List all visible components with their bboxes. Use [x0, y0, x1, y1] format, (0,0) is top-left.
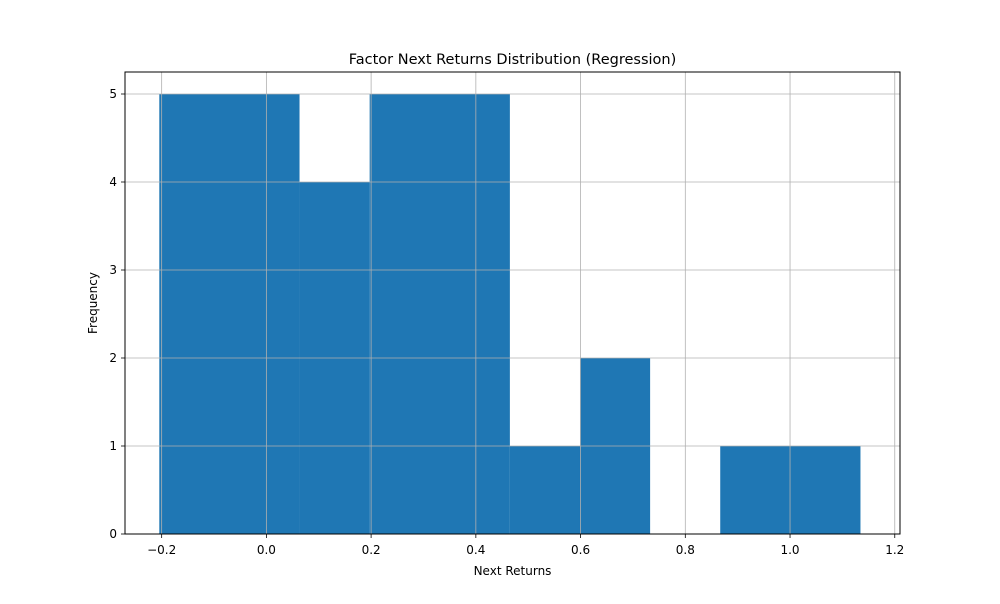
- plot-frame: [124, 71, 901, 535]
- histogram-bar-0: [159, 94, 300, 534]
- histogram-bar-2: [369, 94, 510, 534]
- y-tick-label-1: 1: [109, 439, 117, 453]
- y-tick-label-0: 0: [109, 527, 117, 541]
- x-tick-label-0: −0.2: [147, 543, 176, 557]
- y-axis-label: Frequency: [86, 272, 100, 334]
- ticks-layer: −0.2 0.0 0.2 0.4 0.6 0.8 1.0 1.2 0 1 2 3 4 5: [109, 87, 904, 557]
- y-tick-label-2: 2: [109, 351, 117, 365]
- x-tick-label-4: 0.6: [571, 543, 590, 557]
- x-axis-label: Next Returns: [474, 564, 552, 578]
- y-tick-label-3: 3: [109, 263, 117, 277]
- x-tick-label-3: 0.4: [466, 543, 485, 557]
- x-tick-label-7: 1.2: [885, 543, 904, 557]
- histogram-bar-3: [509, 446, 580, 534]
- x-tick-label-1: 0.0: [257, 543, 276, 557]
- y-tick-label-4: 4: [109, 175, 117, 189]
- x-tick-label-5: 0.8: [676, 543, 695, 557]
- chart-title: Factor Next Returns Distribution (Regres…: [349, 52, 677, 68]
- x-tick-label-6: 1.0: [780, 543, 799, 557]
- y-tick-label-5: 5: [109, 87, 117, 101]
- x-tick-label-2: 0.2: [362, 543, 381, 557]
